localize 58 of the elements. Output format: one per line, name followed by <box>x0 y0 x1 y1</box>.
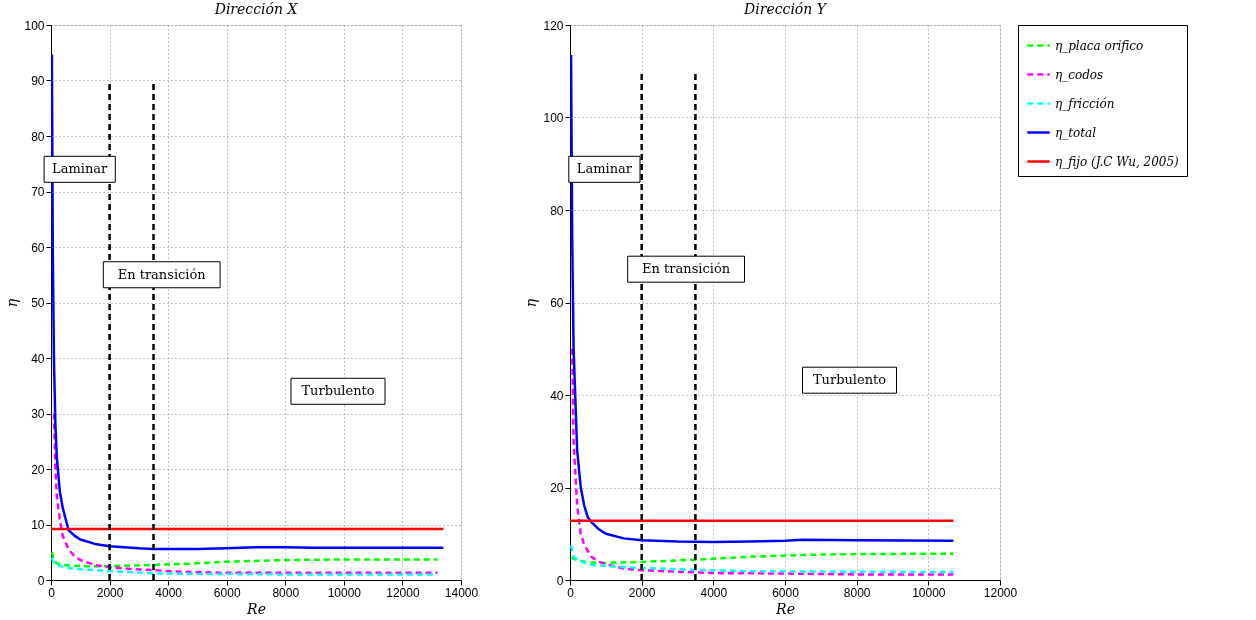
x-tick-label: 10000 <box>327 585 362 600</box>
y-tick-label: 10 <box>31 518 45 532</box>
x-tick-label: 2000 <box>96 585 124 600</box>
x-tick-label: 12000 <box>983 585 1018 600</box>
annotation: Turbulento <box>812 372 887 388</box>
x-axis-title: Re <box>775 600 795 617</box>
y-tick-label: 20 <box>31 462 45 477</box>
y-tick-label: 80 <box>31 129 45 144</box>
annotation: Laminar <box>52 161 109 177</box>
legend-label: η_codos <box>1055 67 1104 82</box>
line-series <box>570 347 955 576</box>
x-tick-label: 0 <box>567 585 575 600</box>
y-axis-title: η <box>4 298 21 308</box>
y-tick-label: 70 <box>31 185 45 199</box>
chart-title: Dirección Y <box>743 1 828 17</box>
y-tick-label: 60 <box>550 296 564 310</box>
line-series <box>570 552 955 565</box>
y-axis-title: η <box>523 298 540 308</box>
x-tick-label: 2000 <box>628 585 656 600</box>
line-series <box>51 53 445 551</box>
x-tick-label: 0 <box>48 585 56 600</box>
x-tick-label: 6000 <box>213 585 241 600</box>
y-tick-label: 20 <box>550 481 564 495</box>
x-tick-label: 14000 <box>444 585 479 600</box>
x-tick-label: 6000 <box>772 585 800 600</box>
y-tick-label: 40 <box>31 351 45 366</box>
y-tick-label: 0 <box>556 573 564 588</box>
legend-label: η_fijo (J.C Wu, 2005) <box>1055 154 1180 169</box>
annotation: Laminar <box>576 161 633 177</box>
chart-title: Dirección X <box>213 1 299 17</box>
x-tick-label: 4000 <box>155 585 183 600</box>
line-series <box>570 544 955 574</box>
x-tick-label: 8000 <box>272 585 300 600</box>
y-tick-label: 100 <box>543 111 564 125</box>
x-tick-label: 4000 <box>700 585 728 600</box>
x-tick-label: 10000 <box>912 585 946 600</box>
line-series <box>51 556 439 576</box>
y-tick-label: 50 <box>31 296 45 310</box>
y-tick-label: 90 <box>31 74 45 88</box>
legend-label: η_placa orifico <box>1055 38 1144 53</box>
x-tick-label: 12000 <box>386 585 420 600</box>
y-tick-label: 40 <box>550 388 564 403</box>
annotation: Turbulento <box>301 383 375 399</box>
y-tick-label: 0 <box>37 573 45 588</box>
y-tick-label: 30 <box>31 407 45 421</box>
annotation: En transición <box>117 266 207 282</box>
line-series <box>52 412 439 575</box>
x-tick-label: 8000 <box>843 585 871 600</box>
x-axis-title: Re <box>246 600 266 617</box>
y-tick-label: 60 <box>31 240 45 255</box>
y-tick-label: 120 <box>543 18 564 33</box>
line-series <box>570 53 955 544</box>
legend-label: η_fricción <box>1055 96 1115 111</box>
line-series <box>51 551 439 568</box>
legend-label: η_total <box>1055 125 1097 140</box>
annotation: En transición <box>642 261 731 277</box>
y-tick-label: 80 <box>550 203 564 218</box>
y-tick-label: 100 <box>24 18 45 33</box>
